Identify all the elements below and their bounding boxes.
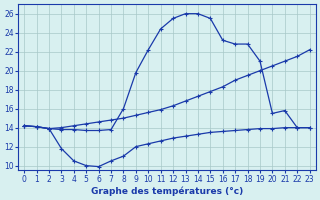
X-axis label: Graphe des températures (°c): Graphe des températures (°c): [91, 186, 243, 196]
